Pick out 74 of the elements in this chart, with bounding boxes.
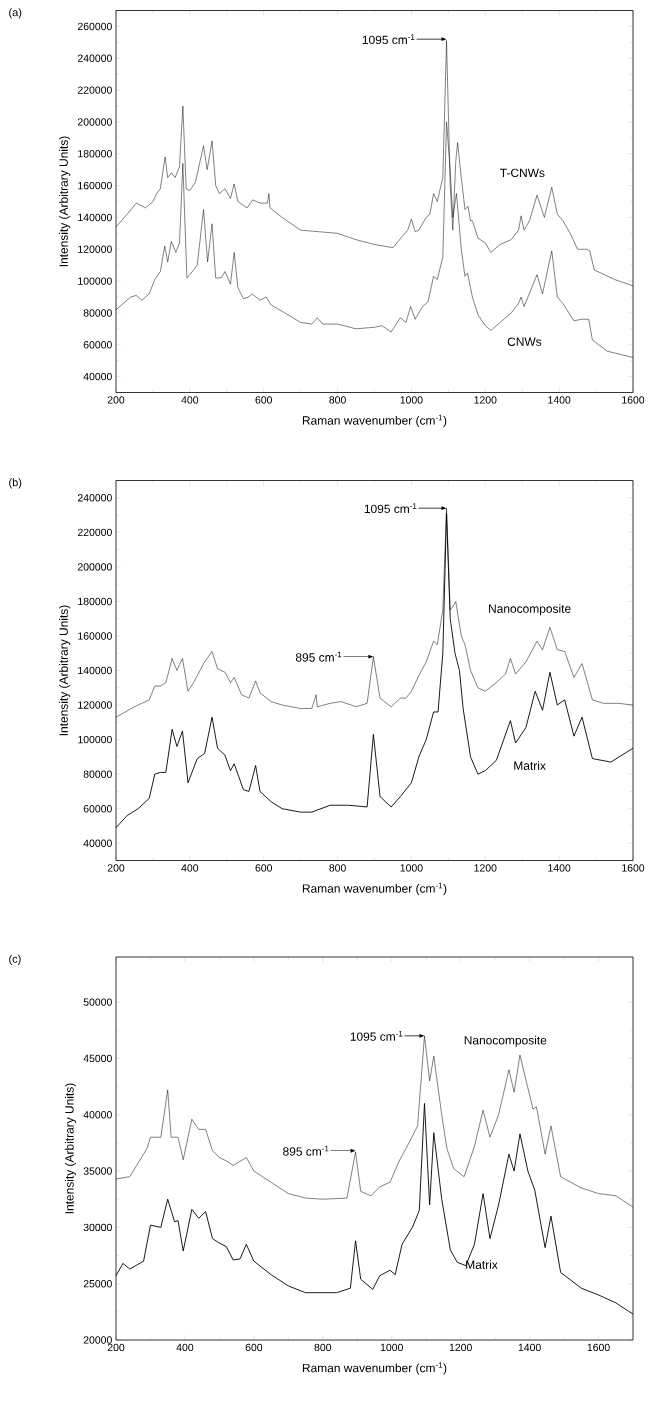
series-label: T-CNWs bbox=[500, 168, 545, 178]
x-tick-label: 1200 bbox=[474, 396, 497, 404]
y-tick-label: 140000 bbox=[78, 213, 112, 222]
y-tick-label: 160000 bbox=[78, 632, 112, 640]
x-tick-label: 1400 bbox=[518, 1343, 541, 1352]
x-tick-label: 1200 bbox=[449, 1343, 472, 1352]
x-tick-label: 200 bbox=[107, 1343, 125, 1352]
annotation: 1095 cm$^{-1}$ bbox=[350, 1030, 403, 1041]
x-axis-title: Raman wavenumber (cm$^{-1}$) bbox=[302, 882, 447, 896]
y-tick-label: 100000 bbox=[78, 277, 112, 285]
y-tick-label: 60000 bbox=[83, 341, 112, 349]
x-tick-label: 1600 bbox=[622, 396, 645, 404]
y-tick-label: 120000 bbox=[78, 701, 112, 709]
y-tick-label: 40000 bbox=[83, 839, 112, 847]
text: (c) bbox=[9, 954, 21, 965]
x-tick-label: 600 bbox=[255, 864, 273, 872]
y-tick-label: 40000 bbox=[83, 1111, 112, 1119]
series-label: Matrix bbox=[466, 1260, 498, 1269]
x-tick-label: 1400 bbox=[548, 396, 571, 404]
y-tick-label: 140000 bbox=[78, 666, 112, 675]
series-label: Matrix bbox=[514, 761, 546, 770]
x-tick-label: 400 bbox=[181, 396, 199, 404]
x-tick-label: 1000 bbox=[380, 1343, 403, 1352]
annotation: 1095 cm$^{-1}$ bbox=[362, 34, 415, 45]
annotation: 1095 cm$^{-1}$ bbox=[364, 503, 417, 514]
y-tick-label: 60000 bbox=[83, 805, 112, 813]
y-tick-label: 80000 bbox=[83, 770, 112, 778]
x-tick-label: 800 bbox=[329, 864, 346, 872]
annotation: 895 cm$^{-1}$ bbox=[283, 1145, 329, 1156]
x-tick-label: 1200 bbox=[474, 864, 497, 872]
x-axis-title: Raman wavenumber (cm$^{-1}$) bbox=[302, 1362, 447, 1375]
series-label: CNWs bbox=[507, 337, 542, 346]
x-tick-label: 1400 bbox=[548, 864, 571, 872]
annotation: 895 cm$^{-1}$ bbox=[295, 651, 342, 662]
x-tick-label: 400 bbox=[176, 1343, 194, 1352]
text: Nanocomposite bbox=[489, 604, 571, 616]
x-tick-label: 800 bbox=[314, 1343, 332, 1352]
x-tick-label: 1000 bbox=[400, 396, 423, 404]
y-tick-label: 80000 bbox=[83, 309, 112, 317]
text: (b) bbox=[9, 478, 22, 489]
x-tick-label: 1600 bbox=[587, 1343, 610, 1352]
y-tick-label: 200000 bbox=[77, 563, 112, 571]
x-tick-label: 1600 bbox=[622, 864, 645, 872]
x-axis-title: Raman wavenumber (cm$^{-1}$) bbox=[302, 414, 447, 428]
y-tick-label: 100000 bbox=[78, 735, 112, 744]
y-axis-title: Intensity (Arbitrary Units) bbox=[59, 605, 71, 736]
x-tick-label: 800 bbox=[329, 396, 346, 404]
y-tick-label: 30000 bbox=[83, 1223, 112, 1232]
y-tick-label: 20000 bbox=[83, 1336, 112, 1344]
y-tick-label: 260000 bbox=[77, 22, 112, 31]
x-tick-label: 200 bbox=[107, 396, 125, 404]
y-tick-label: 50000 bbox=[83, 998, 112, 1006]
y-axis-title: Intensity (Arbitrary Units) bbox=[59, 136, 71, 267]
y-tick-label: 40000 bbox=[83, 372, 112, 381]
y-tick-label: 180000 bbox=[78, 597, 112, 606]
y-tick-label: 45000 bbox=[83, 1054, 112, 1063]
text: (a) bbox=[9, 8, 22, 19]
series-label: Nanocomposite bbox=[464, 1035, 547, 1047]
x-tick-label: 600 bbox=[245, 1343, 263, 1352]
y-tick-label: 200000 bbox=[77, 118, 112, 126]
x-tick-label: 600 bbox=[255, 396, 273, 404]
y-tick-label: 35000 bbox=[83, 1167, 112, 1175]
x-tick-label: 1000 bbox=[400, 864, 423, 872]
x-tick-label: 200 bbox=[107, 864, 125, 872]
y-tick-label: 160000 bbox=[78, 181, 112, 190]
x-tick-label: 400 bbox=[181, 864, 199, 872]
y-tick-label: 25000 bbox=[83, 1280, 112, 1288]
y-axis-title: Intensity (Arbitrary Units) bbox=[64, 1083, 77, 1214]
y-tick-label: 220000 bbox=[77, 528, 112, 537]
y-tick-label: 240000 bbox=[77, 54, 112, 62]
y-tick-label: 180000 bbox=[78, 150, 112, 158]
y-tick-label: 120000 bbox=[78, 245, 112, 253]
y-tick-label: 240000 bbox=[77, 494, 112, 502]
y-tick-label: 220000 bbox=[77, 86, 112, 94]
